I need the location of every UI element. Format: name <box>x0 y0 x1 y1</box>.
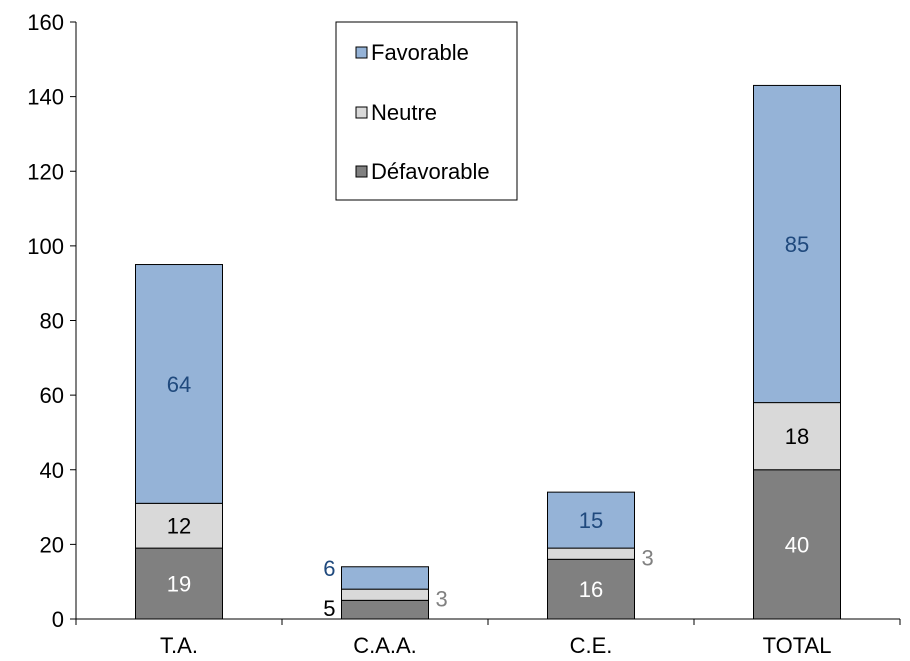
y-tick-label: 60 <box>40 383 64 408</box>
legend-swatch-neutre <box>355 106 368 119</box>
y-tick-label: 20 <box>40 532 64 557</box>
bar-segment-neutre <box>135 502 223 549</box>
y-tick-label: 100 <box>27 234 64 259</box>
legend: Favorable Neutre Défavorable <box>335 21 518 201</box>
x-category-label: C.E. <box>570 633 613 658</box>
bar-segment-neutre <box>547 547 635 560</box>
legend-swatch-d-favorable <box>355 165 368 178</box>
y-tick-label: 140 <box>27 85 64 110</box>
x-category-label: TOTAL <box>763 633 832 658</box>
data-label: 16 <box>579 577 603 602</box>
x-category-label: C.A.A. <box>353 633 417 658</box>
y-tick-label: 0 <box>52 607 64 632</box>
legend-label: Neutre <box>371 100 437 125</box>
y-tick-label: 160 <box>27 10 64 35</box>
data-label: 12 <box>167 514 191 539</box>
legend-label: Favorable <box>371 40 469 65</box>
data-label: 64 <box>167 372 191 397</box>
bar-segment-d-favorable <box>753 469 841 620</box>
data-label: 5 <box>323 596 335 621</box>
data-label: 18 <box>785 424 809 449</box>
x-axis: T.A. C.A.A. C.E. TOTAL <box>75 618 901 658</box>
data-label: 85 <box>785 232 809 257</box>
bar-segment-favorable <box>547 491 635 549</box>
x-category-label: T.A. <box>160 633 198 658</box>
y-tick-label: 80 <box>40 309 64 334</box>
bar-segment-favorable <box>135 264 223 504</box>
bar-segment-favorable <box>753 84 841 404</box>
legend-swatch-favorable <box>355 46 368 59</box>
y-tick-label: 120 <box>27 159 64 184</box>
data-label: 3 <box>436 586 448 611</box>
data-label: 19 <box>167 572 191 597</box>
bar-segment-neutre <box>341 588 429 601</box>
y-tick-label: 40 <box>40 458 64 483</box>
bar-segment-d-favorable <box>135 547 223 620</box>
bar-segment-favorable <box>341 566 429 590</box>
y-axis: 0 20 40 60 80 100 120 140 160 <box>27 10 77 632</box>
legend-label: Défavorable <box>371 159 490 184</box>
bar-segment-d-favorable <box>341 599 429 620</box>
data-label: 3 <box>642 545 654 570</box>
bars: 19 12 64 5 3 6 16 3 15 40 18 85 <box>135 84 841 621</box>
data-label: 15 <box>579 508 603 533</box>
bar-segment-d-favorable <box>547 558 635 620</box>
data-label: 40 <box>785 532 809 557</box>
data-label: 6 <box>323 556 335 581</box>
